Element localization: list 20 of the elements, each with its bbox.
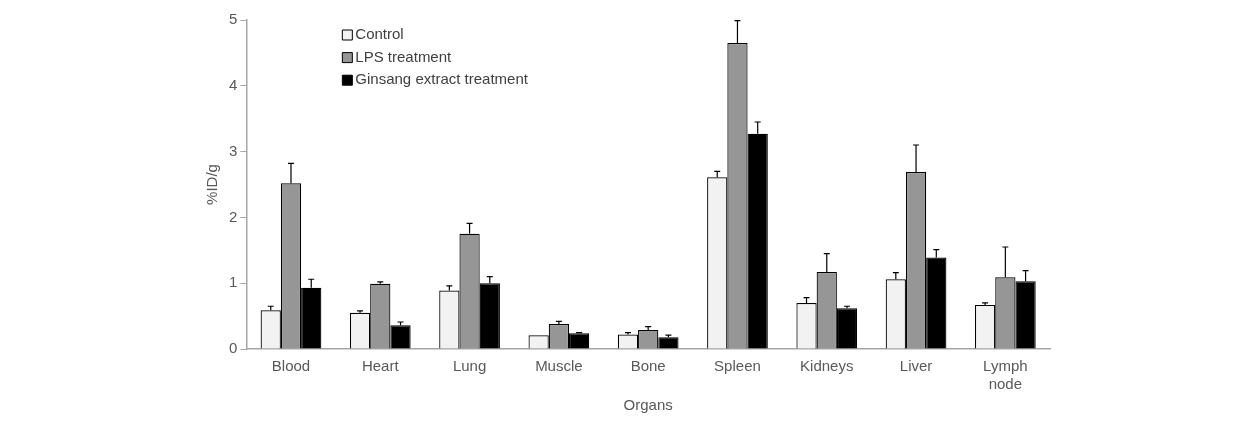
y-tick-label: 5	[229, 10, 238, 28]
x-tick-label: Muscle	[535, 357, 583, 375]
x-tick-label: Bone	[630, 357, 666, 375]
legend-label: Ginsang extract treatment	[355, 70, 529, 88]
y-tick-label: 3	[229, 141, 238, 159]
y-axis-title: %ID/g	[203, 164, 221, 205]
y-tick-label: 0	[229, 339, 238, 357]
x-tick-label: Kidneys	[800, 357, 854, 375]
y-tick-label: 2	[229, 207, 238, 225]
x-tick-label: Lung	[452, 357, 487, 375]
legend-label: Control	[355, 25, 404, 43]
x-tick-label: Blood	[271, 357, 311, 375]
y-tick-label: 4	[229, 75, 238, 93]
x-tick-label: Lymph node	[983, 357, 1028, 393]
x-axis-title: Organs	[623, 396, 673, 414]
y-tick-label: 1	[229, 273, 238, 291]
x-tick-label: Heart	[361, 357, 400, 375]
legend-label: LPS treatment	[355, 47, 453, 65]
x-tick-label: Spleen	[714, 357, 761, 375]
x-tick-label: Liver	[899, 357, 933, 375]
